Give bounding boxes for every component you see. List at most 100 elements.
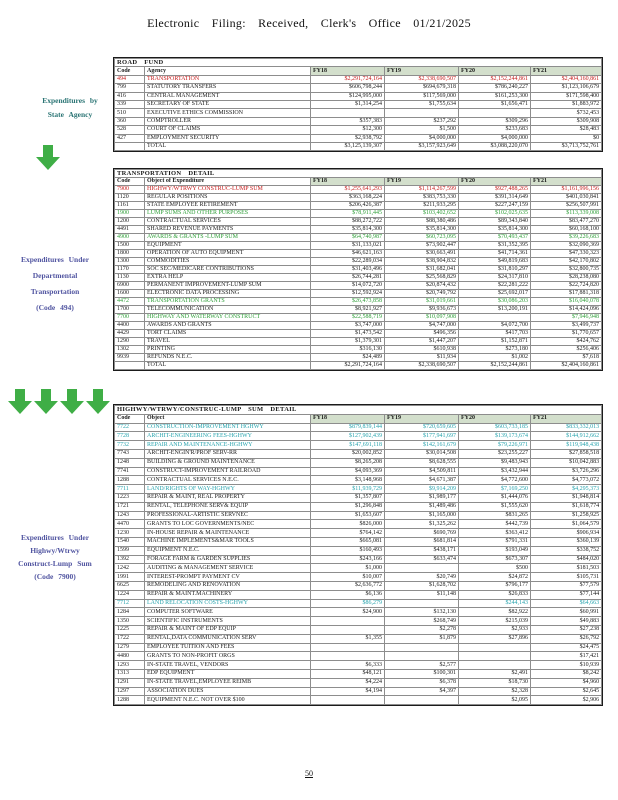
code-cell: 1279 [114, 642, 145, 653]
amount-cell: $7,946,948 [529, 313, 603, 322]
amount-cell: $2,328 [458, 686, 531, 697]
amount-cell: $89,343,840 [458, 217, 531, 226]
amount-cell: $2,906 [529, 695, 603, 706]
amount-cell: $16,040,078 [529, 297, 603, 306]
code-cell: 510 [114, 108, 145, 118]
amount-cell: $6,333 [310, 660, 385, 670]
amount-cell: $2,338,690,507 [384, 361, 459, 370]
table-row: 1224 REPAIR & MAINT.MACHINERY $6,136 $11,14… [114, 589, 603, 600]
table-row: 1200 CONTRACTUAL SERVICES $88,272,722 $88,3… [114, 217, 603, 226]
amount-cell: $127,902,439 [310, 431, 385, 442]
amount-cell: $833,332,013 [529, 422, 603, 433]
column-header: FY18 [310, 177, 385, 186]
annotation-construct-lump-sum: Expenditures Under Highwy/Wtrwy Construct-… [2, 531, 108, 583]
amount-cell: $309,296 [458, 116, 531, 127]
amount-cell: $690,769 [384, 528, 459, 538]
amount-cell: $484,020 [529, 554, 603, 565]
annotation-line: (Code 494) [36, 303, 74, 312]
column-header: Code [114, 413, 145, 424]
amount-cell: $17,421 [529, 651, 603, 662]
green-down-arrow-icon [8, 389, 32, 415]
amount-cell: $363,168,224 [310, 193, 385, 202]
table-row: 6900 PERMANENT IMPROVEMENT-LUMP SUM $14,07… [114, 281, 603, 290]
label-cell: REPAIR & MAINT.MACHINERY [144, 589, 311, 600]
table-row: 416 CENTRAL MANAGEMENT $124,995,000 $117,56… [114, 91, 603, 101]
amount-cell: $4,224 [310, 677, 385, 688]
amount-cell: $215,039 [458, 616, 531, 626]
amount-cell: $1,258,925 [529, 510, 603, 521]
amount-cell: $694,679,318 [384, 83, 459, 93]
amount-cell [384, 563, 459, 574]
label-cell: CONTRACTUAL SERVICES N.E.C. [144, 475, 311, 486]
amount-cell: $49,819,683 [458, 257, 531, 266]
amount-cell: $24,900 [310, 607, 385, 618]
code-cell: 7900 [114, 185, 145, 194]
amount-cell: $316,130 [310, 345, 385, 354]
table-title: TRANSPORTATION DETAIL [113, 169, 603, 178]
table-row: 1230 IN-HOUSE REPAIR & MAINTENANCE $764,14… [114, 528, 603, 538]
code-cell: 4900 [114, 233, 145, 242]
label-cell: EMPLOYMENT SECURITY [144, 133, 311, 143]
amount-cell: $193,049 [458, 545, 531, 556]
table-row: 1721 RENTAL, TELEPHONE SERV& EQUIP $1,296,… [114, 501, 603, 512]
annotation-line: Transportation [30, 287, 80, 296]
amount-cell: $1,165,000 [384, 510, 459, 521]
table-title: HIGHWY/WTRWY/CONSTRUC-LUMP SUM DETAIL [113, 405, 603, 415]
code-cell: 9939 [114, 353, 145, 362]
amount-cell: $7,169,250 [458, 484, 531, 494]
data-table: HIGHWY/WTRWY/CONSTRUC-LUMP SUM DETAIL Cod… [113, 405, 603, 706]
amount-cell [384, 695, 459, 706]
amount-cell: $4,093,369 [310, 466, 385, 477]
amount-cell: $2,404,160,861 [529, 74, 603, 85]
label-cell: REPAIR AND MAINTENANCE-HGHWY [144, 440, 311, 450]
label-cell: SOC SEC/MEDICARE CONTRIBUTIONS [144, 265, 311, 274]
code-cell: 1161 [114, 201, 145, 210]
table-header-row: Code Agency FY18 FY19 FY20 FY21 [114, 66, 603, 76]
amount-cell: $49,883 [529, 616, 603, 626]
amount-cell: $147,691,118 [310, 440, 385, 450]
amount-cell: $7,618 [529, 353, 603, 362]
table-row: 6625 REMODELING AND RENOVATION $2,636,772 $… [114, 580, 603, 591]
amount-cell: $4,072,700 [458, 321, 531, 330]
amount-cell: $309,908 [529, 116, 603, 127]
label-cell: LAND RELOCATION COSTS-HGHWY [144, 598, 311, 609]
label-cell: REPAIR & MAINT, REAL PROPERTY [144, 492, 311, 503]
amount-cell: $603,733,185 [458, 422, 531, 433]
amount-cell: $11,148 [384, 589, 459, 600]
label-cell: IN-STATE TRAVEL, VENDORS [144, 660, 311, 670]
amount-cell [310, 642, 385, 653]
code-cell: 1540 [114, 536, 145, 547]
label-cell: COMMODITIES [144, 257, 311, 266]
amount-cell: $1,473,542 [310, 329, 385, 338]
table-row: 1297 ASSOCIATION DUES $4,194 $4,397 $2,328 $2… [114, 686, 603, 697]
page-number: 50 [305, 769, 313, 778]
code-cell: 1302 [114, 345, 145, 354]
code-cell: 1120 [114, 193, 145, 202]
code-cell: 1721 [114, 501, 145, 512]
amount-cell: $1,989,177 [384, 492, 459, 503]
table-row: 1900 LUMP SUMS AND OTHER PURPOSES $78,911,… [114, 209, 603, 218]
code-cell: 1313 [114, 668, 145, 679]
amount-cell [310, 108, 385, 118]
amount-cell: $2,933 [458, 624, 531, 635]
amount-cell: $181,503 [529, 563, 603, 574]
code-cell: 7700 [114, 313, 145, 322]
column-header: FY21 [529, 66, 603, 76]
amount-cell: $1,314,254 [310, 99, 385, 110]
amount-cell: $2,338,690,507 [384, 74, 459, 85]
label-cell: STATE EMPLOYEE RETIREMENT [144, 201, 311, 210]
label-cell: MACHINE IMPLEMENTS&MAR TOOLS [144, 536, 311, 547]
table-row: 4472 TRANSPORTATION GRANTS $26,473,858 $31,… [114, 297, 603, 306]
amount-cell: $3,157,923,649 [384, 141, 459, 152]
label-cell: SECRETARY OF STATE [144, 99, 311, 110]
code-cell: 360 [114, 116, 145, 127]
amount-cell: $211,933,295 [384, 201, 459, 210]
label-cell: COMPUTER SOFTWARE [144, 607, 311, 618]
amount-cell: $1,379,301 [310, 337, 385, 346]
label-cell: AUDITING & MANAGEMENT SERVICE [144, 563, 311, 574]
table-row: 1302 PRINTING $316,130 $610,938 $273,180 $256… [114, 345, 603, 354]
amount-cell: $1,296,848 [310, 501, 385, 512]
label-cell: EQUIPMENT [144, 241, 311, 250]
table-row: 4400 AWARDS AND GRANTS $3,747,000 $4,747,00… [114, 321, 603, 330]
amount-cell: $83,477,270 [529, 217, 603, 226]
